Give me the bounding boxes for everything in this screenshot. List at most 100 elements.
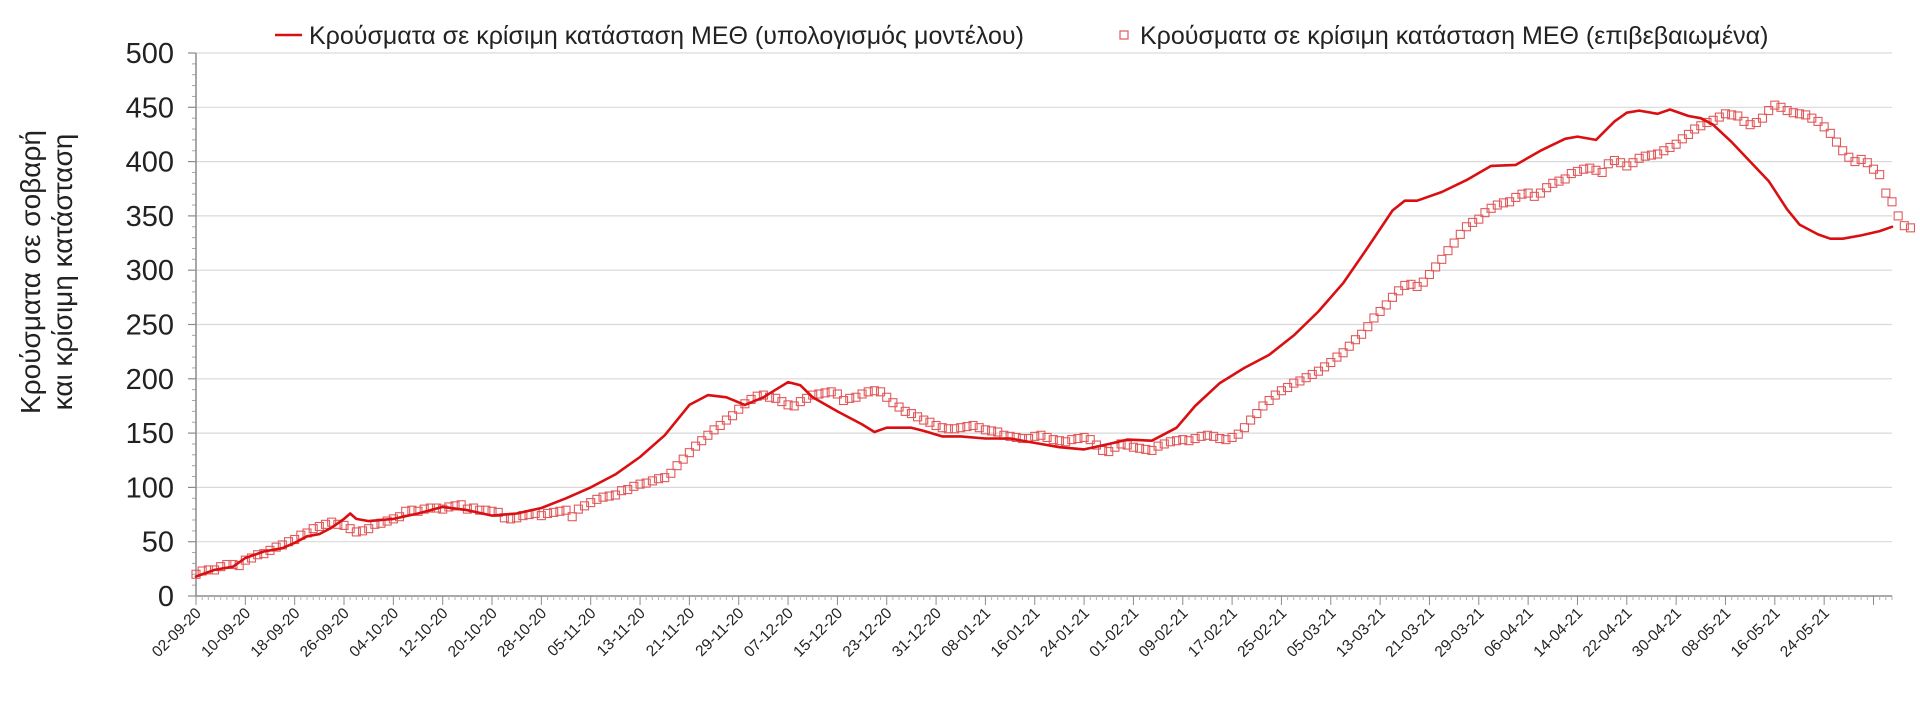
legend: Κρούσματα σε κρίσιμη κατάσταση ΜΕΘ (υπολ… xyxy=(275,22,1768,50)
confirmed-marker xyxy=(1764,106,1774,116)
confirmed-marker xyxy=(1831,137,1842,147)
confirmed-marker xyxy=(672,461,682,471)
confirmed-marker xyxy=(1899,221,1909,231)
confirmed-marker xyxy=(1690,124,1700,134)
confirmed-marker xyxy=(1381,300,1391,310)
confirmed-marker xyxy=(962,422,972,432)
confirmed-marker xyxy=(1646,150,1657,160)
confirmed-marker xyxy=(216,562,226,572)
confirmed-marker xyxy=(1579,164,1589,174)
confirmed-marker xyxy=(802,393,812,403)
legend-square-swatch xyxy=(1119,30,1129,40)
confirmed-marker xyxy=(1850,157,1860,167)
confirmed-marker xyxy=(913,412,923,422)
y-tick-label: 100 xyxy=(126,472,174,504)
x-tick-label: 25-02-21 xyxy=(1234,605,1290,661)
confirmed-marker xyxy=(795,397,805,407)
confirmed-marker xyxy=(974,423,984,433)
confirmed-marker xyxy=(1394,286,1404,296)
confirmed-marker xyxy=(1338,348,1348,358)
confirmed-marker xyxy=(1079,432,1089,442)
confirmed-marker xyxy=(1498,198,1509,208)
x-tick-label: 09-02-21 xyxy=(1136,605,1192,661)
confirmed-marker xyxy=(1776,102,1786,112)
x-tick-label: 07-12-20 xyxy=(741,605,797,661)
confirmed-marker xyxy=(1893,211,1903,221)
confirmed-marker xyxy=(1819,122,1829,132)
confirmed-marker xyxy=(857,389,867,399)
confirmed-marker xyxy=(925,417,935,427)
confirmed-marker xyxy=(1727,110,1737,120)
y-axis-label-line-2: και κρίσιμη κατάσταση xyxy=(47,134,78,411)
x-tick-label: 23-12-20 xyxy=(840,605,896,661)
confirmed-marker xyxy=(1825,128,1835,138)
confirmed-marker xyxy=(1585,163,1595,173)
x-tick-label: 06-04-21 xyxy=(1481,605,1537,661)
x-tick-label: 20-10-20 xyxy=(445,605,501,661)
confirmed-marker xyxy=(968,420,978,431)
confirmed-marker xyxy=(1172,436,1182,446)
confirmed-marker xyxy=(1868,164,1879,174)
confirmed-marker xyxy=(1856,154,1866,164)
confirmed-marker xyxy=(1683,129,1694,139)
confirmed-marker xyxy=(1387,292,1398,302)
confirmed-marker xyxy=(1073,433,1083,444)
confirmed-marker xyxy=(1295,376,1305,386)
confirmed-marker xyxy=(684,448,694,458)
confirmed-marker xyxy=(1875,170,1885,180)
confirmed-marker xyxy=(271,542,281,552)
confirmed-marker xyxy=(1258,401,1268,411)
confirmed-marker xyxy=(1443,246,1453,256)
confirmed-marker xyxy=(1838,146,1848,156)
confirmed-marker xyxy=(567,512,577,522)
confirmed-marker xyxy=(1227,432,1237,442)
confirmed-marker xyxy=(1492,200,1502,210)
y-tick-label: 0 xyxy=(158,581,174,613)
legend-label-model: Κρούσματα σε κρίσιμη κατάσταση ΜΕΘ (υπολ… xyxy=(309,22,1024,50)
confirmed-marker xyxy=(1357,329,1367,339)
confirmed-marker xyxy=(771,393,781,403)
confirmed-marker xyxy=(1714,112,1724,122)
confirmed-marker xyxy=(1733,111,1743,121)
x-tick-label: 05-11-20 xyxy=(544,605,599,660)
confirmed-marker xyxy=(987,426,997,436)
confirmed-marker xyxy=(956,423,966,433)
y-tick-label: 50 xyxy=(142,527,174,559)
x-tick-label: 01-02-21 xyxy=(1086,605,1142,661)
confirmed-marker xyxy=(703,430,713,440)
confirmed-marker xyxy=(320,519,331,529)
confirmed-marker xyxy=(1202,430,1212,440)
confirmed-marker xyxy=(993,427,1003,437)
confirmed-marker xyxy=(1640,151,1650,161)
x-tick-label: 31-12-20 xyxy=(889,605,945,661)
confirmed-marker xyxy=(542,508,553,519)
y-tick-label: 400 xyxy=(126,147,174,179)
y-tick-label: 500 xyxy=(126,38,174,70)
confirmed-marker xyxy=(851,392,861,402)
confirmed-marker xyxy=(1517,189,1527,199)
confirmed-marker xyxy=(882,392,892,402)
confirmed-marker xyxy=(1905,223,1916,233)
confirmed-marker xyxy=(555,506,565,516)
x-tick-label: 29-11-20 xyxy=(692,605,747,660)
confirmed-marker xyxy=(1061,437,1071,447)
confirmed-marker xyxy=(1455,229,1465,239)
confirmed-marker xyxy=(653,474,664,484)
confirmed-marker xyxy=(1566,168,1576,179)
confirmed-marker xyxy=(450,501,460,511)
confirmed-marker xyxy=(623,485,633,495)
confirmed-marker xyxy=(1276,386,1286,396)
confirmed-marker xyxy=(783,400,793,410)
confirmed-marker xyxy=(1511,192,1521,202)
confirmed-marker xyxy=(826,387,836,397)
confirmed-marker xyxy=(1862,158,1872,168)
x-tick-label: 24-01-21 xyxy=(1037,605,1093,661)
x-tick-label: 22-04-21 xyxy=(1580,605,1636,661)
confirmed-marker xyxy=(1794,109,1805,119)
confirmed-marker xyxy=(1196,431,1206,441)
confirmed-marker xyxy=(931,420,941,431)
confirmed-marker xyxy=(1881,188,1891,198)
confirmed-marker xyxy=(1135,443,1145,453)
legend-label-confirmed: Κρούσματα σε κρίσιμη κατάσταση ΜΕΘ (επιβ… xyxy=(1140,22,1768,50)
